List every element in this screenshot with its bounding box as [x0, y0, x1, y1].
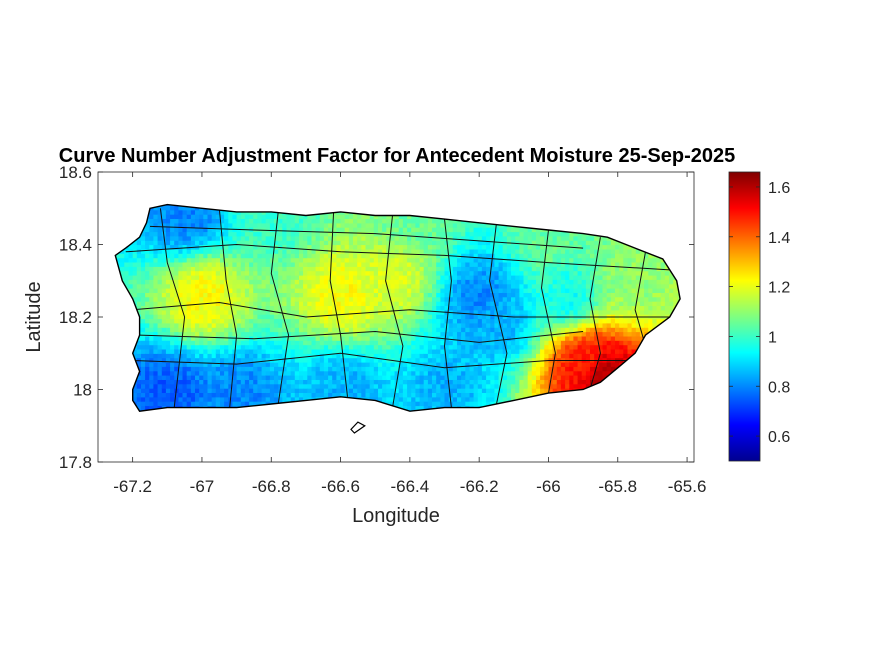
x-tick-label: -66.8	[252, 477, 291, 496]
municipality-line	[132, 352, 636, 369]
colorbar: 0.6 0.8 1 1.2 1.4 1.6	[728, 171, 790, 462]
y-tick-label: 18.2	[59, 308, 92, 327]
y-axis-ticks: 17.8 18 18.2 18.4 18.6	[59, 163, 694, 472]
municipality-line	[443, 219, 452, 408]
island-outline	[114, 203, 681, 412]
x-tick-label: -67.2	[113, 477, 152, 496]
municipality-line	[125, 243, 670, 271]
y-tick-label: 17.8	[59, 453, 92, 472]
municipality-line	[329, 211, 348, 397]
x-tick-label: -66	[536, 477, 561, 496]
municipality-line	[589, 237, 601, 390]
municipality-boundaries	[125, 208, 670, 408]
colorbar-ticks: 0.6 0.8 1 1.2 1.4 1.6	[729, 180, 790, 446]
colorbar-tick-label: 1.2	[768, 280, 790, 297]
x-tick-label: -66.6	[321, 477, 360, 496]
y-tick-label: 18.4	[59, 236, 92, 255]
map-axes: -67.2 -67 -66.8 -66.6 -66.4 -66.2 -66 -65.8 -65.…	[23, 163, 706, 527]
colorbar-tick-label: 0.6	[768, 429, 790, 446]
municipality-line	[139, 330, 584, 343]
municipality-line	[385, 215, 404, 408]
x-tick-label: -67	[190, 477, 215, 496]
municipality-line	[634, 251, 646, 347]
islet-outline	[350, 421, 366, 434]
colorbar-tick-label: 1	[768, 329, 777, 346]
x-tick-label: -65.8	[598, 477, 637, 496]
y-tick-label: 18.6	[59, 163, 92, 182]
municipality-line	[270, 211, 290, 405]
colorbar-tick-label: 1.4	[768, 230, 790, 247]
islets	[350, 421, 366, 434]
x-axis-ticks: -67.2 -67 -66.8 -66.6 -66.4 -66.2 -66 -65.8 -65.…	[113, 172, 706, 496]
colorbar-gradient	[728, 171, 761, 462]
colorbar-tick-label: 0.8	[768, 379, 790, 396]
x-tick-label: -65.6	[668, 477, 707, 496]
x-tick-label: -66.2	[460, 477, 499, 496]
x-axis-label: Longitude	[352, 505, 440, 527]
municipality-line	[540, 229, 556, 394]
municipality-line	[218, 208, 238, 408]
colorbar-tick-label: 1.6	[768, 180, 790, 197]
municipality-line	[132, 301, 670, 318]
y-axis-label: Latitude	[23, 281, 45, 352]
y-tick-label: 18	[73, 381, 92, 400]
chart-title: Curve Number Adjustment Factor for Antec…	[59, 145, 735, 167]
x-tick-label: -66.4	[390, 477, 429, 496]
moisture-heatmap	[115, 204, 681, 412]
municipality-line	[149, 225, 584, 249]
municipality-line	[489, 222, 508, 405]
